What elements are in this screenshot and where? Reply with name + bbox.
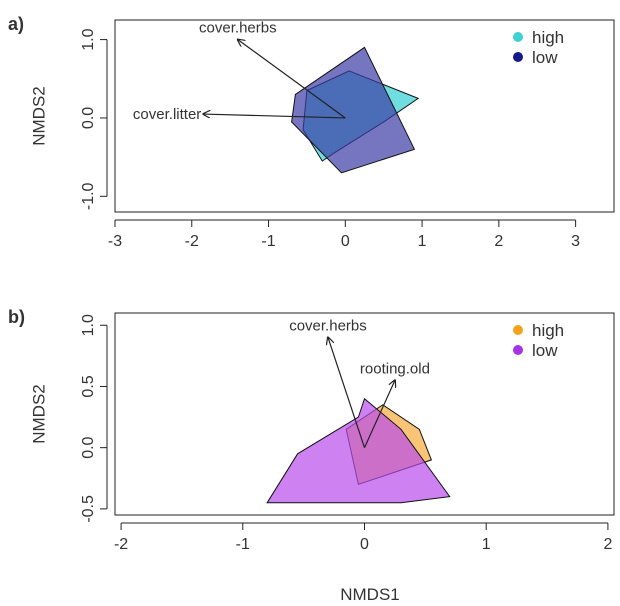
y-tick-label: -1.0: [80, 182, 97, 210]
legend-marker: [513, 32, 523, 42]
x-tick-label: -1: [236, 536, 250, 553]
y-tick-label: -0.5: [80, 495, 97, 523]
legend-label: high: [532, 321, 564, 340]
panel-label: b): [8, 307, 25, 327]
panel-a: a) cover.herbs cover.litter -3 -2 -1 0 1 2 3 -1.0 0…: [8, 14, 615, 250]
legend-label: low: [532, 48, 558, 67]
vector-label: cover.herbs: [199, 20, 277, 37]
x-tick-label: 0: [341, 233, 350, 250]
vector-label: cover.litter: [133, 106, 201, 123]
y-tick-label: 1.0: [80, 314, 97, 336]
vector-label: cover.herbs: [289, 317, 367, 334]
vector-label: rooting.old: [360, 360, 430, 377]
legend-marker: [513, 52, 523, 62]
y-axis-label: NMDS2: [29, 384, 48, 444]
vector-arrow: [363, 380, 395, 448]
legend-label: low: [532, 341, 558, 360]
y-tick-label: 0.0: [80, 107, 97, 129]
x-axis-label: NMDS1: [340, 585, 400, 604]
panel-label: a): [8, 14, 24, 34]
x-tick-label: 0: [360, 536, 369, 553]
hull-low: [266, 397, 451, 504]
vector-arrow: [238, 40, 346, 119]
y-tick-label: 1.0: [80, 28, 97, 50]
y-tick-label: 0.5: [80, 375, 97, 397]
legend-marker: [513, 325, 523, 335]
vector-arrow: [328, 337, 366, 448]
plot-frame: [114, 19, 615, 213]
x-tick-label: 3: [571, 233, 580, 250]
x-tick-label: 1: [418, 233, 427, 250]
x-tick-label: -2: [185, 233, 199, 250]
x-tick-label: -2: [114, 536, 128, 553]
plot-frame: [114, 312, 615, 516]
hull-low: [291, 46, 416, 174]
x-tick-label: -3: [108, 233, 122, 250]
vector-arrow: [203, 114, 346, 119]
x-tick-label: 2: [603, 536, 612, 553]
legend-label: high: [532, 28, 564, 47]
y-tick-label: 0.0: [80, 436, 97, 458]
y-axis-label: NMDS2: [29, 86, 48, 146]
legend-marker: [513, 345, 523, 355]
x-tick-label: -1: [261, 233, 275, 250]
x-tick-label: 2: [494, 233, 503, 250]
panel-b: b) cover.herbs rooting.old -2 -1 0 1 2 -0.5 0.0 0.…: [8, 307, 615, 553]
x-tick-label: 1: [482, 536, 491, 553]
